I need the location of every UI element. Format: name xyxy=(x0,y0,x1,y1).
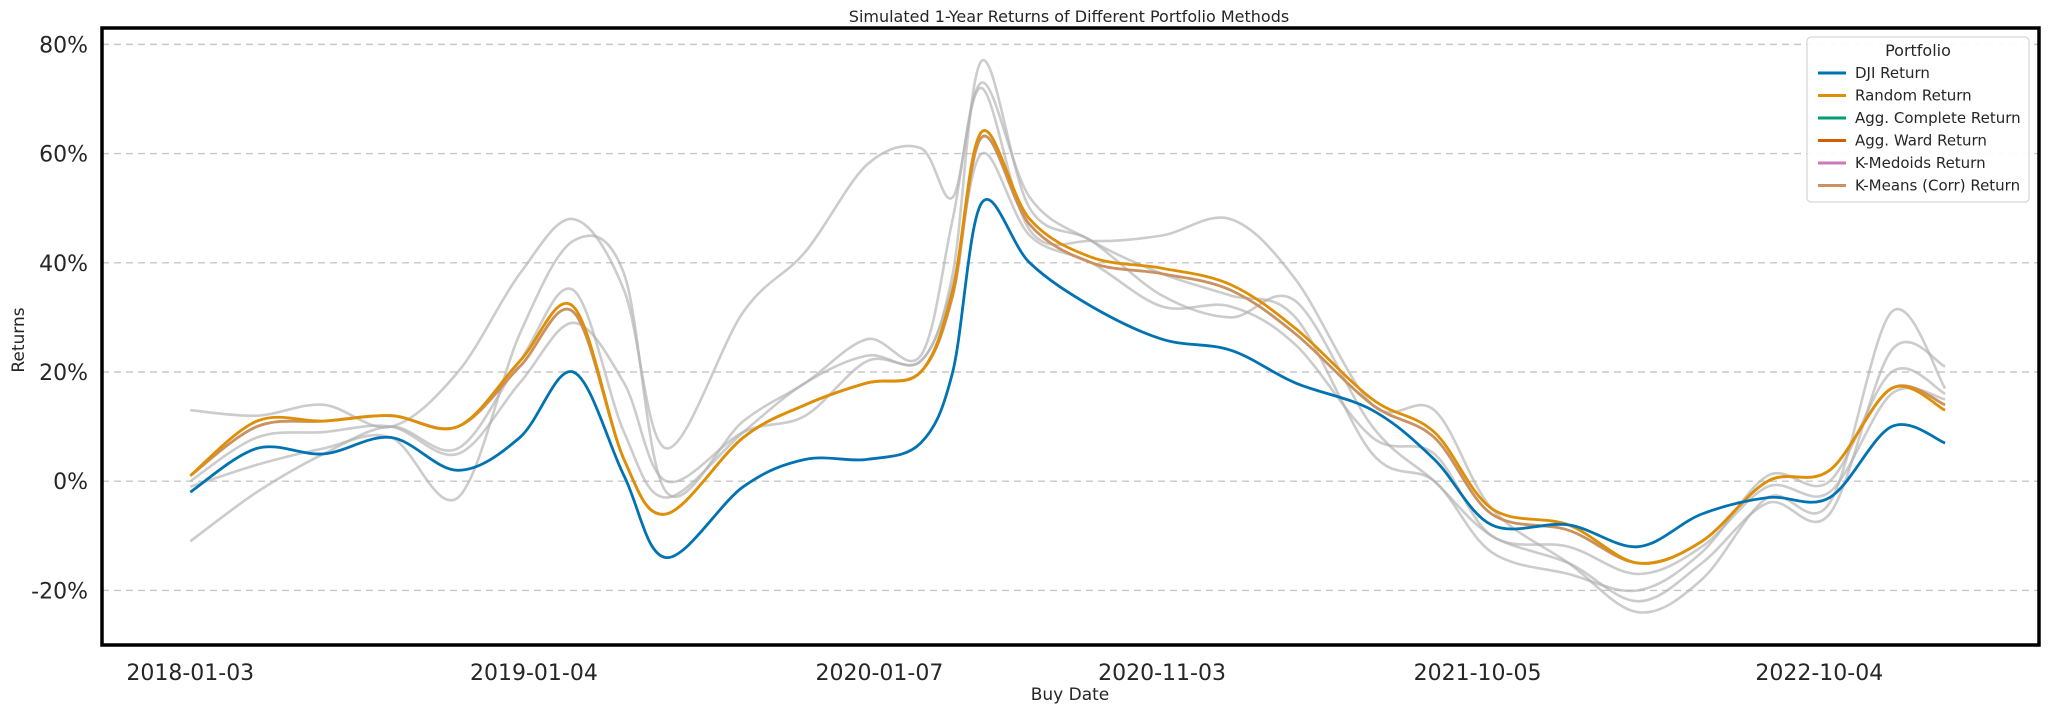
legend-entry: DJI Return xyxy=(1855,64,1930,82)
background-series-line xyxy=(189,59,1946,603)
x-tick-label: 2020-01-07 xyxy=(815,661,943,686)
x-tick-labels: 2018-01-03 2019-01-04 2020-01-07 2020-11-03… xyxy=(126,661,1883,686)
legend-entry: K-Means (Corr) Return xyxy=(1855,177,2020,195)
grid-lines xyxy=(102,43,2039,592)
legend-entry: Random Return xyxy=(1855,87,1972,105)
background-series-line xyxy=(189,81,1946,593)
legend-entry: Agg. Ward Return xyxy=(1855,132,1987,150)
plot-frame xyxy=(100,26,2041,647)
background-series-line xyxy=(189,151,1946,576)
background-series xyxy=(189,59,1947,614)
x-tick-label: 2022-10-04 xyxy=(1755,661,1883,686)
series-line xyxy=(189,129,1946,565)
y-tick-label: 40% xyxy=(39,252,88,277)
y-tick-label: 0% xyxy=(53,470,88,495)
y-tick-label: 60% xyxy=(39,143,88,168)
x-tick-label: 2019-01-04 xyxy=(470,661,598,686)
x-tick-label: 2020-11-03 xyxy=(1098,661,1226,686)
y-axis-label: Returns xyxy=(9,307,29,372)
legend-title: Portfolio xyxy=(1885,41,1951,60)
legend-entry: Agg. Complete Return xyxy=(1855,109,2021,127)
y-tick-label: -20% xyxy=(31,579,88,604)
series-line xyxy=(189,198,1946,559)
y-tick-label: 80% xyxy=(39,33,88,58)
legend-box xyxy=(1806,36,2030,203)
y-tick-label: 20% xyxy=(39,361,88,386)
series-lines xyxy=(189,129,1946,565)
background-series-line xyxy=(190,86,1947,614)
x-tick-label: 2021-10-05 xyxy=(1414,661,1542,686)
legend-entry: K-Medoids Return xyxy=(1855,154,1986,172)
legend-entries: DJI Return Random Return Agg. Complete Ret… xyxy=(1818,64,2021,195)
x-axis-label: Buy Date xyxy=(1031,685,1110,705)
chart-title: Simulated 1-Year Returns of Different Po… xyxy=(849,7,1289,26)
y-tick-labels: -20% 0% 20% 40% 60% 80% xyxy=(31,33,88,604)
legend: Portfolio DJI Return Random Return Agg. Co… xyxy=(1806,36,2030,203)
x-tick-label: 2018-01-03 xyxy=(126,661,254,686)
